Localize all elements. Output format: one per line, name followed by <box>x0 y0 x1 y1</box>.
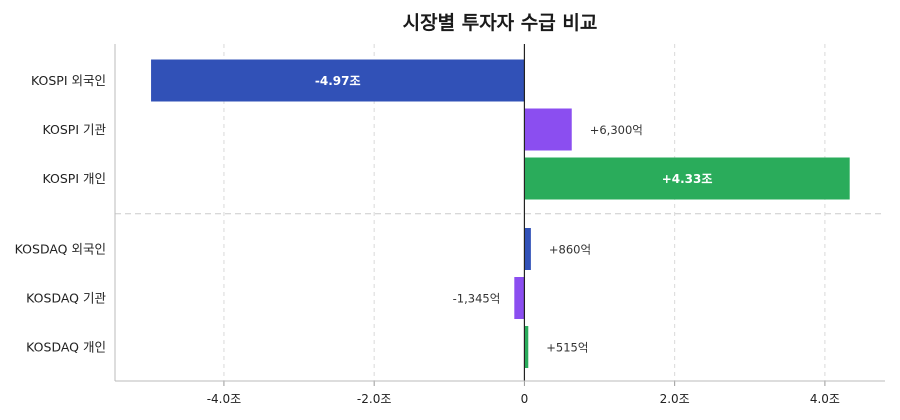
data-label: +4.33조 <box>662 172 713 186</box>
category-label: KOSDAQ 기관 <box>26 291 106 306</box>
data-label: -4.97조 <box>315 74 361 88</box>
data-label: -1,345억 <box>453 292 501 306</box>
bars <box>151 59 850 368</box>
bar <box>524 228 531 270</box>
x-tick-labels: -4.0조 -2.0조 0 2.0조 4.0조 <box>207 381 840 406</box>
x-tick-label: 4.0조 <box>810 392 840 406</box>
x-tick-label: 2.0조 <box>660 392 690 406</box>
x-tick-label: -4.0조 <box>207 392 241 406</box>
data-label: +860억 <box>549 243 591 257</box>
bar <box>524 326 529 368</box>
category-label: KOSDAQ 외국인 <box>15 242 106 257</box>
category-label: KOSPI 기관 <box>43 122 107 137</box>
bar <box>151 59 525 102</box>
category-label: KOSPI 외국인 <box>31 73 106 88</box>
category-label: KOSPI 개인 <box>43 171 107 186</box>
bar <box>524 108 572 151</box>
data-label: +515억 <box>546 341 588 355</box>
bar <box>524 157 850 200</box>
category-labels: KOSPI 외국인 KOSPI 기관 KOSPI 개인 KOSDAQ 외국인 KOSDA… <box>15 73 107 355</box>
x-tick-label: -2.0조 <box>357 392 391 406</box>
bar <box>514 277 525 319</box>
data-labels: -4.97조 +6,300억 +4.33조 +860억 -1,345억 +515억 <box>315 74 712 355</box>
x-tick-label: 0 <box>521 392 529 406</box>
category-label: KOSDAQ 개인 <box>26 340 106 355</box>
chart-title: 시장별 투자자 수급 비교 <box>403 12 598 34</box>
data-label: +6,300억 <box>590 123 643 137</box>
